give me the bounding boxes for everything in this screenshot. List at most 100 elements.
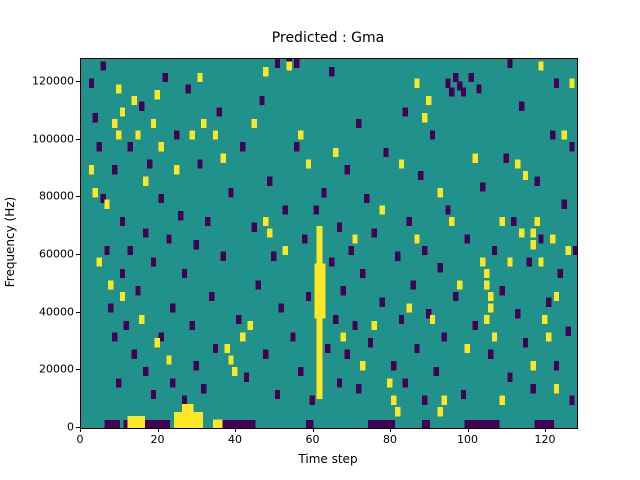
heatmap-cell: [316, 318, 323, 400]
x-tick-mark: [467, 428, 469, 432]
heatmap-cell: [410, 280, 416, 290]
heatmap-cell: [391, 361, 397, 371]
heatmap-cell: [243, 372, 250, 382]
heatmap-cell: [135, 286, 141, 296]
heatmap-cell: [484, 280, 490, 290]
heatmap-cell: [530, 228, 536, 238]
y-tick-label: 100000: [32, 132, 74, 146]
heatmap-cell: [104, 419, 120, 428]
heatmap-cell: [294, 142, 300, 152]
heatmap-cell: [538, 61, 544, 71]
heatmap-cell: [146, 159, 153, 169]
x-tick-label: 0: [76, 433, 84, 446]
heatmap-cell: [456, 81, 463, 91]
heatmap-cell: [422, 419, 430, 428]
heatmap-cell: [274, 389, 281, 400]
heatmap-cell: [166, 355, 172, 365]
heatmap-cell: [441, 395, 447, 405]
heatmap-cell: [472, 153, 478, 163]
heatmap-cell: [232, 366, 238, 377]
heatmap-cell: [402, 378, 409, 388]
heatmap-cell: [549, 130, 556, 140]
heatmap-cell: [530, 240, 536, 250]
heatmap-cell: [251, 222, 257, 232]
heatmap-cell: [371, 320, 378, 330]
heatmap-cell: [115, 378, 122, 388]
heatmap-cell: [569, 395, 575, 405]
heatmap-cell: [480, 182, 486, 192]
heatmap-cell: [263, 67, 269, 77]
heatmap-cell: [491, 332, 498, 342]
heatmap-cell: [112, 118, 118, 129]
heatmap-cell: [305, 159, 312, 169]
heatmap-cell: [340, 286, 347, 296]
heatmap-cell: [96, 257, 102, 267]
y-tick-label: 120000: [32, 74, 74, 88]
heatmap-cell: [445, 205, 451, 215]
heatmap-cell: [360, 361, 366, 371]
heatmap-cell: [553, 78, 560, 88]
heatmap-cell: [437, 263, 443, 273]
heatmap-cell: [181, 403, 194, 412]
heatmap-cell: [96, 142, 102, 152]
heatmap-cell: [484, 268, 490, 279]
x-tick-label: 20: [150, 433, 165, 446]
heatmap-cell: [193, 361, 199, 371]
heatmap-cell: [181, 268, 188, 279]
heatmap-cell: [518, 228, 525, 238]
heatmap-cell: [119, 216, 126, 227]
heatmap-cell: [422, 113, 428, 123]
heatmap-cell: [553, 384, 560, 394]
heatmap-cell: [464, 234, 471, 244]
heatmap-cell: [445, 78, 451, 88]
heatmap-cell: [561, 199, 567, 209]
heatmap-cell: [387, 378, 393, 388]
heatmap-cell: [549, 234, 556, 244]
heatmap-cell: [174, 411, 204, 428]
heatmap-cell: [425, 309, 432, 319]
heatmap-cell: [499, 395, 505, 405]
heatmap-cell: [422, 245, 428, 256]
heatmap-cell: [162, 72, 168, 83]
heatmap-cell: [131, 95, 137, 106]
heatmap-cell: [391, 395, 397, 405]
heatmap-cell: [228, 188, 234, 198]
x-tick-mark: [545, 428, 546, 432]
heatmap-cell: [123, 320, 130, 330]
heatmap-cell: [263, 349, 269, 359]
heatmap-cell: [108, 303, 114, 313]
x-tick-mark: [80, 428, 81, 432]
heatmap-cell: [274, 59, 281, 69]
heatmap-cell: [518, 101, 525, 111]
heatmap-cell: [177, 211, 184, 221]
x-tick-mark: [235, 428, 236, 432]
heatmap-cell: [309, 395, 316, 405]
heatmap-cell: [565, 326, 571, 336]
heatmap-cell: [104, 199, 110, 209]
heatmap-cell: [453, 72, 459, 83]
heatmap-cell: [236, 314, 242, 325]
heatmap-cell: [313, 205, 319, 215]
heatmap-cell: [143, 228, 149, 238]
heatmap-cell: [553, 291, 560, 302]
heatmap-cell: [534, 176, 540, 186]
heatmap-cell: [290, 332, 296, 342]
heatmap-cell: [294, 59, 300, 69]
heatmap-cell: [119, 291, 126, 302]
heatmap-cell: [499, 286, 505, 296]
x-tick-mark: [312, 428, 314, 432]
heatmap-cell: [224, 343, 230, 354]
heatmap-cell: [139, 419, 171, 428]
heatmap-cell: [263, 216, 269, 227]
heatmap-cell: [406, 216, 412, 227]
y-tick-label: 80000: [39, 189, 74, 203]
heatmap-cell: [158, 332, 164, 342]
heatmap-cell: [449, 216, 455, 227]
heatmap-cell: [515, 159, 521, 169]
heatmap-cell: [507, 257, 513, 267]
heatmap-cell: [530, 361, 536, 371]
heatmap-cell: [441, 332, 447, 342]
heatmap-cell: [150, 389, 157, 400]
heatmap-cell: [460, 87, 467, 97]
